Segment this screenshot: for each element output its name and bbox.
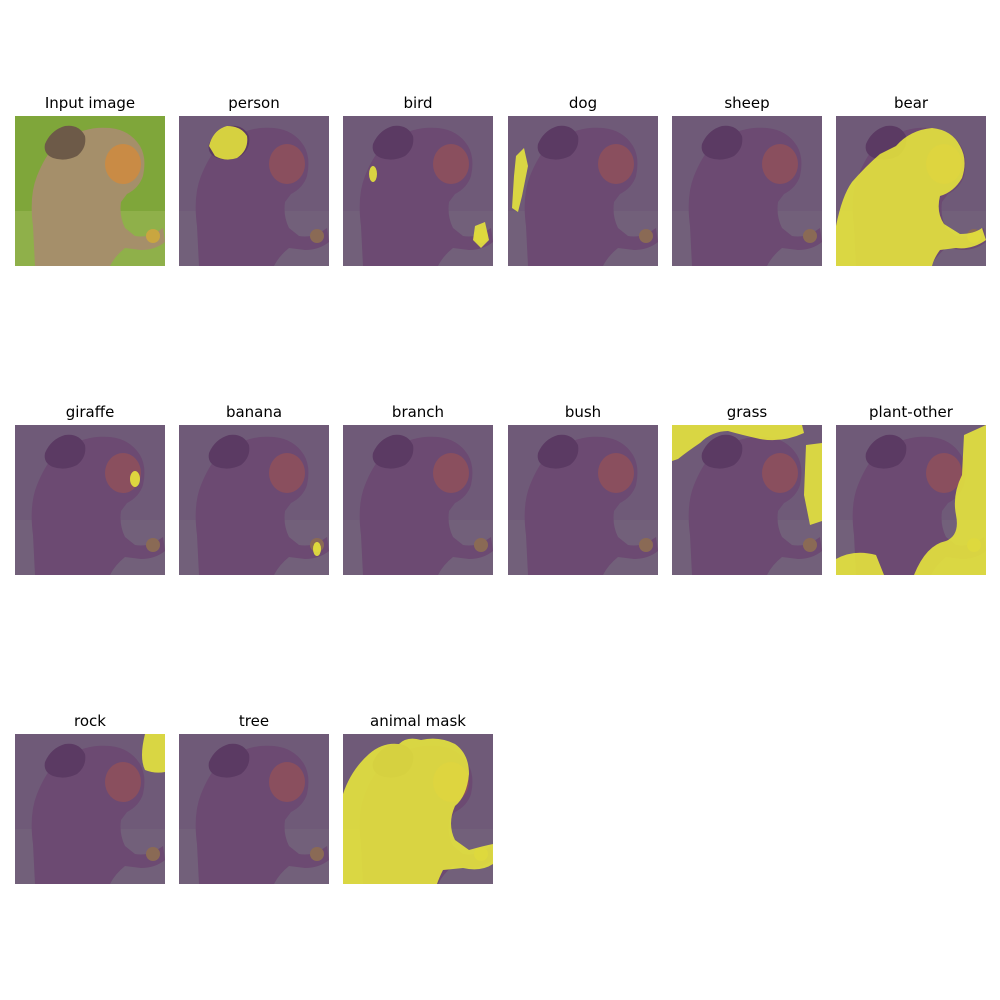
figure-panel: bear bbox=[836, 94, 986, 266]
mask-overlay-image bbox=[343, 116, 493, 266]
panel-title: giraffe bbox=[65, 403, 115, 421]
panel-title: branch bbox=[391, 403, 445, 421]
mask-overlay-image bbox=[672, 116, 822, 266]
mask-overlay-image bbox=[15, 425, 165, 575]
baby-monkey bbox=[372, 125, 414, 160]
monkey-face bbox=[105, 144, 141, 184]
figure-panel: plant-other bbox=[836, 403, 986, 575]
mask-overlay-image bbox=[343, 734, 493, 884]
segmentation-mask bbox=[343, 738, 493, 884]
figure-panel: Input image bbox=[15, 94, 165, 266]
monkey-face bbox=[598, 144, 634, 184]
mask-overlay-image bbox=[343, 425, 493, 575]
segmentation-mask bbox=[512, 148, 528, 212]
mask-overlay-image bbox=[672, 425, 822, 575]
panel-title: grass bbox=[726, 403, 768, 421]
figure-panel: bush bbox=[508, 403, 658, 575]
food-in-hand bbox=[474, 538, 488, 552]
panel-title: bear bbox=[893, 94, 929, 112]
figure-panel: rock bbox=[15, 712, 165, 884]
mask-overlay-image bbox=[508, 116, 658, 266]
monkey-face bbox=[762, 144, 798, 184]
segmentation-mask bbox=[142, 734, 165, 773]
figure-panel: dog bbox=[508, 94, 658, 266]
panel-title: bush bbox=[564, 403, 602, 421]
figure-panel: giraffe bbox=[15, 403, 165, 575]
baby-monkey bbox=[537, 434, 579, 469]
segmentation-mask bbox=[804, 443, 822, 525]
monkey-face bbox=[762, 453, 798, 493]
figure-panel: person bbox=[179, 94, 329, 266]
mask-overlay-image bbox=[179, 425, 329, 575]
segmentation-mask bbox=[672, 425, 804, 461]
mask-overlay-image bbox=[179, 734, 329, 884]
food-in-hand bbox=[146, 538, 160, 552]
panel-title: tree bbox=[238, 712, 270, 730]
segmentation-mask bbox=[313, 542, 321, 556]
food-in-hand bbox=[146, 229, 160, 243]
baby-monkey bbox=[372, 434, 414, 469]
segmentation-mask bbox=[473, 222, 489, 248]
segmentation-mask bbox=[369, 166, 377, 182]
figure-panel: animal mask bbox=[343, 712, 493, 884]
panel-title: rock bbox=[74, 712, 106, 730]
segmentation-mask bbox=[836, 128, 986, 266]
baby-monkey bbox=[44, 125, 86, 160]
baby-monkey bbox=[44, 743, 86, 778]
monkey-face bbox=[598, 453, 634, 493]
panel-title: dog bbox=[568, 94, 598, 112]
mask-overlay-image bbox=[15, 734, 165, 884]
food-in-hand bbox=[146, 847, 160, 861]
figure-panel: grass bbox=[672, 403, 822, 575]
monkey-face bbox=[105, 762, 141, 802]
panel-title: sheep bbox=[724, 94, 770, 112]
mask-overlay-image bbox=[508, 425, 658, 575]
monkey-face bbox=[926, 453, 962, 493]
figure-panel: bird bbox=[343, 94, 493, 266]
food-in-hand bbox=[639, 229, 653, 243]
monkey-face bbox=[433, 453, 469, 493]
segmentation-mask bbox=[914, 425, 986, 575]
food-in-hand bbox=[310, 847, 324, 861]
monkey-face bbox=[433, 144, 469, 184]
baby-monkey bbox=[208, 743, 250, 778]
monkey-face bbox=[269, 453, 305, 493]
input-image bbox=[15, 116, 165, 266]
mask-overlay-image bbox=[836, 425, 986, 575]
panel-title: Input image bbox=[44, 94, 136, 112]
figure-panel: branch bbox=[343, 403, 493, 575]
panel-title: person bbox=[228, 94, 280, 112]
panel-title: banana bbox=[225, 403, 283, 421]
figure-panel: banana bbox=[179, 403, 329, 575]
segmentation-mask bbox=[130, 471, 140, 487]
food-in-hand bbox=[803, 229, 817, 243]
food-in-hand bbox=[310, 229, 324, 243]
figure-panel: tree bbox=[179, 712, 329, 884]
baby-monkey bbox=[701, 125, 743, 160]
baby-monkey bbox=[208, 434, 250, 469]
panel-title: animal mask bbox=[370, 712, 466, 730]
mask-overlay-image bbox=[836, 116, 986, 266]
baby-monkey bbox=[44, 434, 86, 469]
figure-panel: sheep bbox=[672, 94, 822, 266]
mask-overlay-image bbox=[179, 116, 329, 266]
monkey-face bbox=[269, 144, 305, 184]
baby-monkey bbox=[537, 125, 579, 160]
baby-monkey bbox=[865, 434, 907, 469]
baby-monkey bbox=[701, 434, 743, 469]
segmentation-mask bbox=[209, 126, 248, 160]
food-in-hand bbox=[639, 538, 653, 552]
food-in-hand bbox=[803, 538, 817, 552]
segmentation-mask bbox=[836, 552, 884, 575]
panel-title: bird bbox=[403, 94, 433, 112]
panel-title: plant-other bbox=[869, 403, 953, 421]
monkey-face bbox=[269, 762, 305, 802]
